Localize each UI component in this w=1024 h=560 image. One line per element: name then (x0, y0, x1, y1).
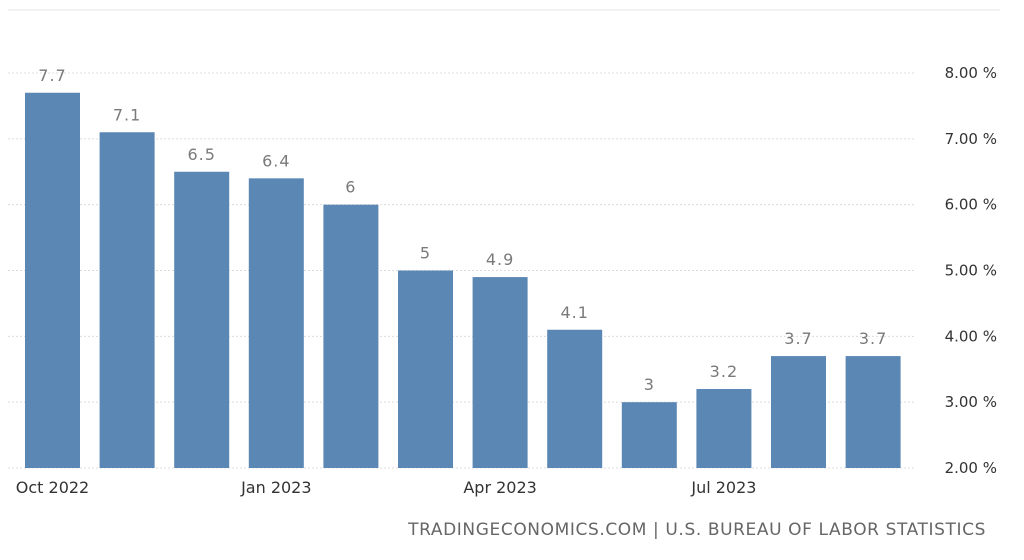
bar-value-label: 4.1 (560, 303, 588, 322)
bar (472, 277, 528, 468)
bar (621, 402, 677, 468)
bar-value-label: 7.1 (113, 105, 141, 124)
bar (174, 171, 230, 468)
source-attribution: TRADINGECONOMICS.COM | U.S. BUREAU OF LA… (408, 520, 986, 540)
gridlines (8, 72, 915, 469)
bar (248, 178, 304, 469)
value-labels: 7.7 7.1 6.5 6.4 6 5 4.9 4.1 3 3.2 3.7 3.7 (38, 66, 887, 394)
bar-value-label: 3.7 (859, 329, 887, 348)
y-tick-label: 8.00 % (945, 64, 997, 82)
x-tick-label: Apr 2023 (463, 478, 536, 497)
bar-value-label: 3 (644, 375, 655, 394)
bar-value-label: 7.7 (38, 66, 66, 85)
bars (25, 92, 901, 469)
bar-value-label: 5 (420, 244, 431, 263)
y-tick-label: 3.00 % (945, 393, 997, 411)
bar-value-label: 6 (345, 178, 356, 197)
bar (696, 389, 752, 468)
y-tick-label: 5.00 % (945, 262, 997, 280)
x-tick-label: Jul 2023 (690, 478, 756, 497)
x-axis-ticks: Oct 2022 Jan 2023 Apr 2023 Jul 2023 (16, 478, 757, 497)
y-tick-label: 6.00 % (945, 196, 997, 214)
bar (323, 204, 379, 468)
bar-value-label: 3.7 (784, 329, 812, 348)
bar-value-label: 6.4 (262, 151, 290, 170)
bar (25, 92, 80, 468)
y-tick-label: 2.00 % (945, 459, 997, 477)
y-axis-ticks: 2.00 % 3.00 % 4.00 % 5.00 % 6.00 % 7.00 % 8.00… (945, 64, 997, 477)
bar-value-label: 6.5 (187, 145, 215, 164)
x-tick-label: Jan 2023 (240, 478, 311, 497)
bar (398, 270, 453, 468)
bar (99, 132, 155, 468)
bar (845, 356, 901, 468)
bar (771, 356, 826, 468)
y-tick-label: 7.00 % (945, 130, 997, 148)
bar-value-label: 3.2 (710, 362, 738, 381)
y-tick-label: 4.00 % (945, 327, 997, 345)
bar-chart: 7.7 7.1 6.5 6.4 6 5 4.9 4.1 3 3.2 3.7 3.7 2.00 % 3.0… (8, 9, 1000, 497)
x-tick-label: Oct 2022 (16, 478, 89, 497)
bar (547, 329, 603, 468)
bar-value-label: 4.9 (486, 250, 514, 269)
